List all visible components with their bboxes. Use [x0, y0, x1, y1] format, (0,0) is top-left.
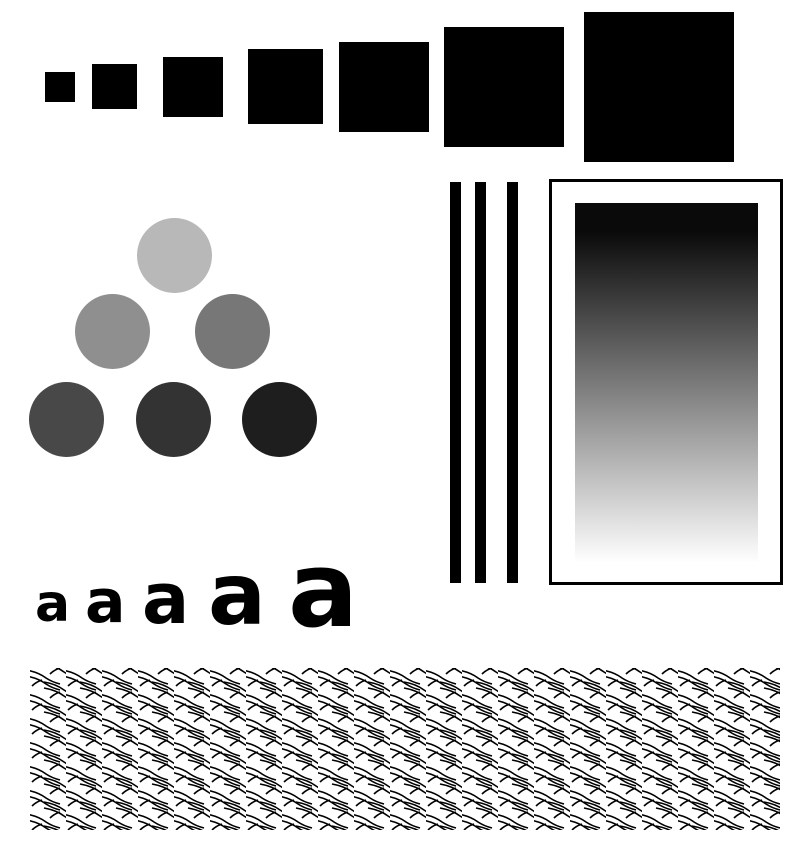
- square-2: [92, 64, 137, 109]
- letter-5: a: [288, 529, 359, 651]
- square-7: [584, 12, 734, 162]
- square-5: [339, 42, 429, 132]
- square-1: [45, 72, 75, 102]
- stripe-3: [507, 182, 518, 583]
- circle-6: [242, 382, 317, 457]
- gradient-fill: [575, 203, 758, 563]
- circle-3: [195, 294, 270, 369]
- circle-2: [75, 294, 150, 369]
- letter-2: a: [85, 567, 126, 637]
- square-4: [248, 49, 323, 124]
- letter-4: a: [208, 545, 267, 645]
- stripe-2: [475, 182, 486, 583]
- circle-1: [137, 218, 212, 293]
- weave-pattern: [30, 668, 780, 830]
- circle-5: [136, 382, 211, 457]
- letter-3: a: [142, 558, 190, 640]
- square-6: [444, 27, 564, 147]
- circle-4: [29, 382, 104, 457]
- square-3: [163, 57, 223, 117]
- letter-1: a: [35, 574, 71, 634]
- stripe-1: [450, 182, 461, 583]
